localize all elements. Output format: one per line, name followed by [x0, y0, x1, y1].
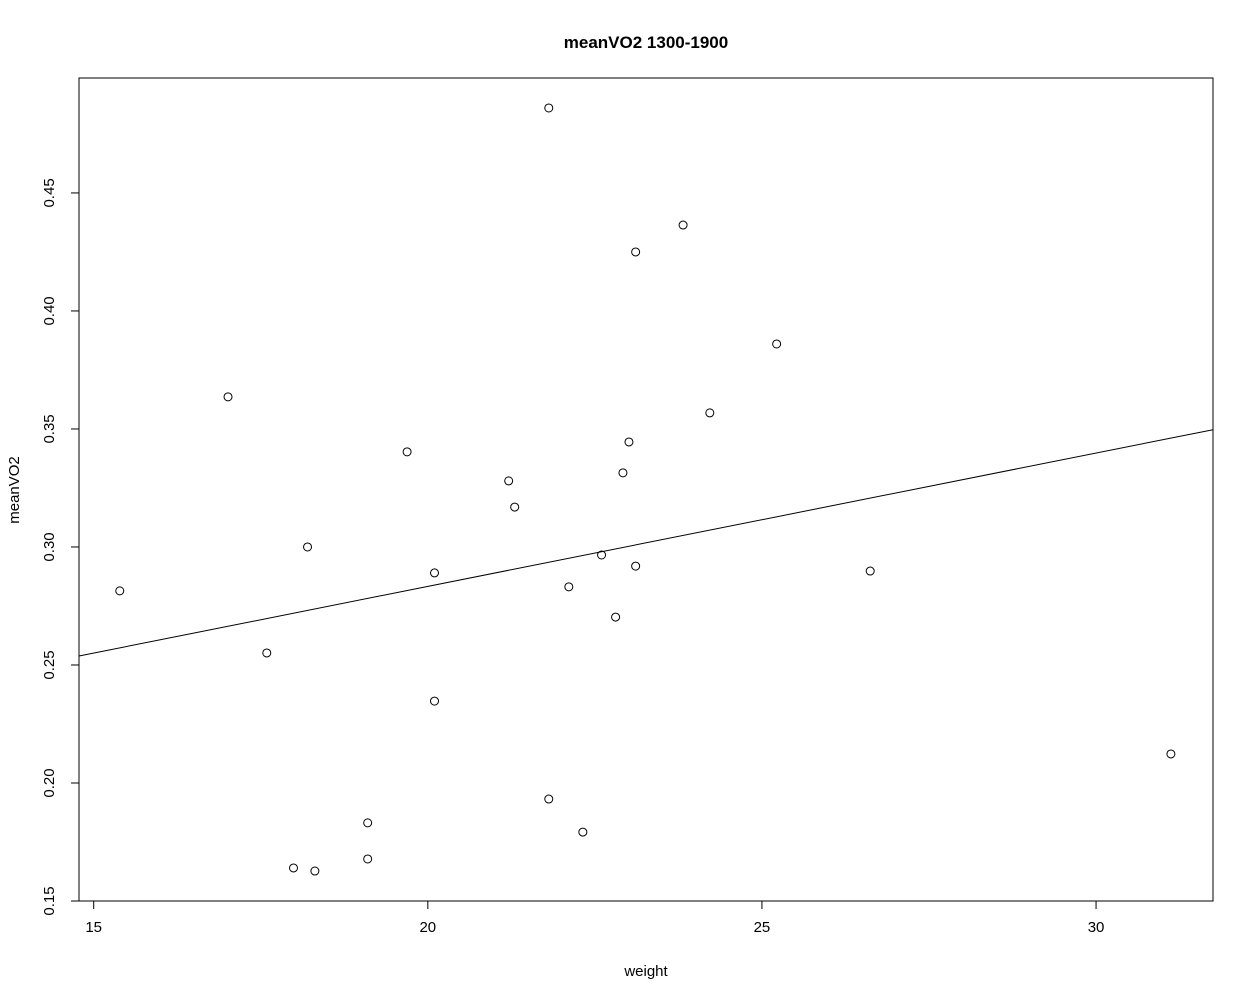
y-tick-label: 0.45	[41, 178, 58, 207]
y-tick-label: 0.25	[41, 650, 58, 679]
data-point	[223, 392, 233, 402]
data-point	[678, 220, 688, 230]
data-point	[631, 561, 641, 571]
data-point	[504, 476, 514, 486]
plot-frame	[78, 77, 1214, 902]
chart-title: meanVO2 1300-1900	[564, 33, 728, 52]
y-tick-label: 0.30	[41, 532, 58, 561]
x-tick-label: 30	[1088, 919, 1105, 936]
data-point	[865, 566, 875, 576]
data-point	[578, 827, 588, 837]
data-point	[363, 854, 373, 864]
data-point	[597, 550, 607, 560]
data-point	[772, 339, 782, 349]
data-point	[402, 447, 412, 457]
data-point	[289, 863, 299, 873]
x-axis-label: weight	[623, 963, 668, 980]
data-point	[544, 103, 554, 113]
data-point	[1166, 749, 1176, 759]
x-axis: 15 20 25 30	[85, 901, 1104, 936]
data-point	[618, 468, 628, 478]
data-point	[430, 696, 440, 706]
data-point	[510, 502, 520, 512]
data-point	[303, 542, 313, 552]
regression-line-group	[78, 429, 1214, 657]
y-axis-label: meanVO2	[6, 456, 23, 524]
points	[115, 103, 1176, 876]
x-tick-label: 15	[85, 919, 102, 936]
data-point	[631, 247, 641, 257]
data-point	[430, 568, 440, 578]
y-tick-label: 0.35	[41, 414, 58, 443]
y-axis: 0.15 0.20 0.25 0.30 0.35 0.40 0.45	[41, 178, 79, 916]
data-point	[544, 794, 554, 804]
data-point	[705, 408, 715, 418]
x-tick-label: 20	[419, 919, 436, 936]
data-point	[624, 437, 634, 447]
x-tick-label: 25	[754, 919, 771, 936]
data-point	[363, 818, 373, 828]
data-point	[262, 648, 272, 658]
data-point	[115, 586, 125, 596]
regression-line	[78, 429, 1214, 657]
y-tick-label: 0.15	[41, 886, 58, 915]
data-point	[611, 612, 621, 622]
y-tick-label: 0.40	[41, 296, 58, 325]
data-point	[310, 866, 320, 876]
data-point	[564, 582, 574, 592]
y-tick-label: 0.20	[41, 768, 58, 797]
